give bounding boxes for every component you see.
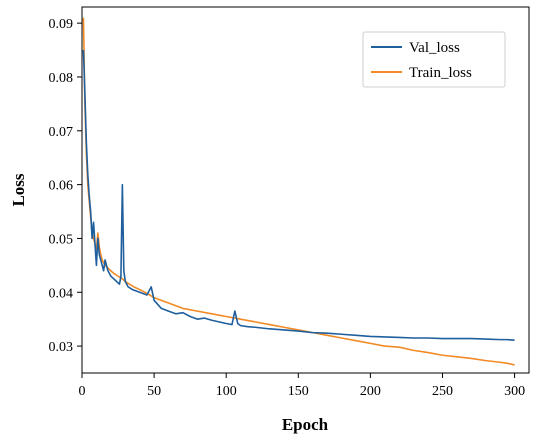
legend-box: [362, 31, 506, 88]
x-tick-label: 150: [288, 384, 309, 399]
y-tick-label: 0.05: [49, 232, 74, 247]
y-tick-label: 0.04: [49, 286, 74, 301]
series-layer: [82, 17, 515, 366]
y-tick-label: 0.09: [49, 17, 74, 32]
x-axis-title: Epoch: [282, 415, 329, 434]
y-axis-title: Loss: [9, 173, 28, 206]
y-tick-label: 0.03: [49, 340, 74, 355]
legend-label-val-loss: Val_loss: [409, 40, 460, 56]
plot-frame: [81, 6, 530, 374]
y-tick-label: 0.07: [49, 125, 74, 140]
legend: Val_loss Train_loss: [362, 31, 506, 88]
legend-label-train-loss: Train_loss: [409, 65, 472, 81]
y-tick-label: 0.08: [49, 71, 74, 86]
x-tick-label: 250: [432, 384, 453, 399]
x-tick-label: 300: [504, 384, 525, 399]
x-tick-label: 200: [360, 384, 381, 399]
x-axis: 0 50 100 150 200 250 300: [79, 373, 525, 399]
y-tick-label: 0.06: [49, 179, 74, 194]
x-tick-label: 50: [147, 384, 161, 399]
x-tick-label: 0: [79, 384, 86, 399]
series-line-val-loss: [82, 50, 515, 341]
y-axis: 0.03 0.04 0.05 0.06 0.07 0.08 0.09: [49, 17, 82, 355]
x-tick-label: 100: [216, 384, 237, 399]
